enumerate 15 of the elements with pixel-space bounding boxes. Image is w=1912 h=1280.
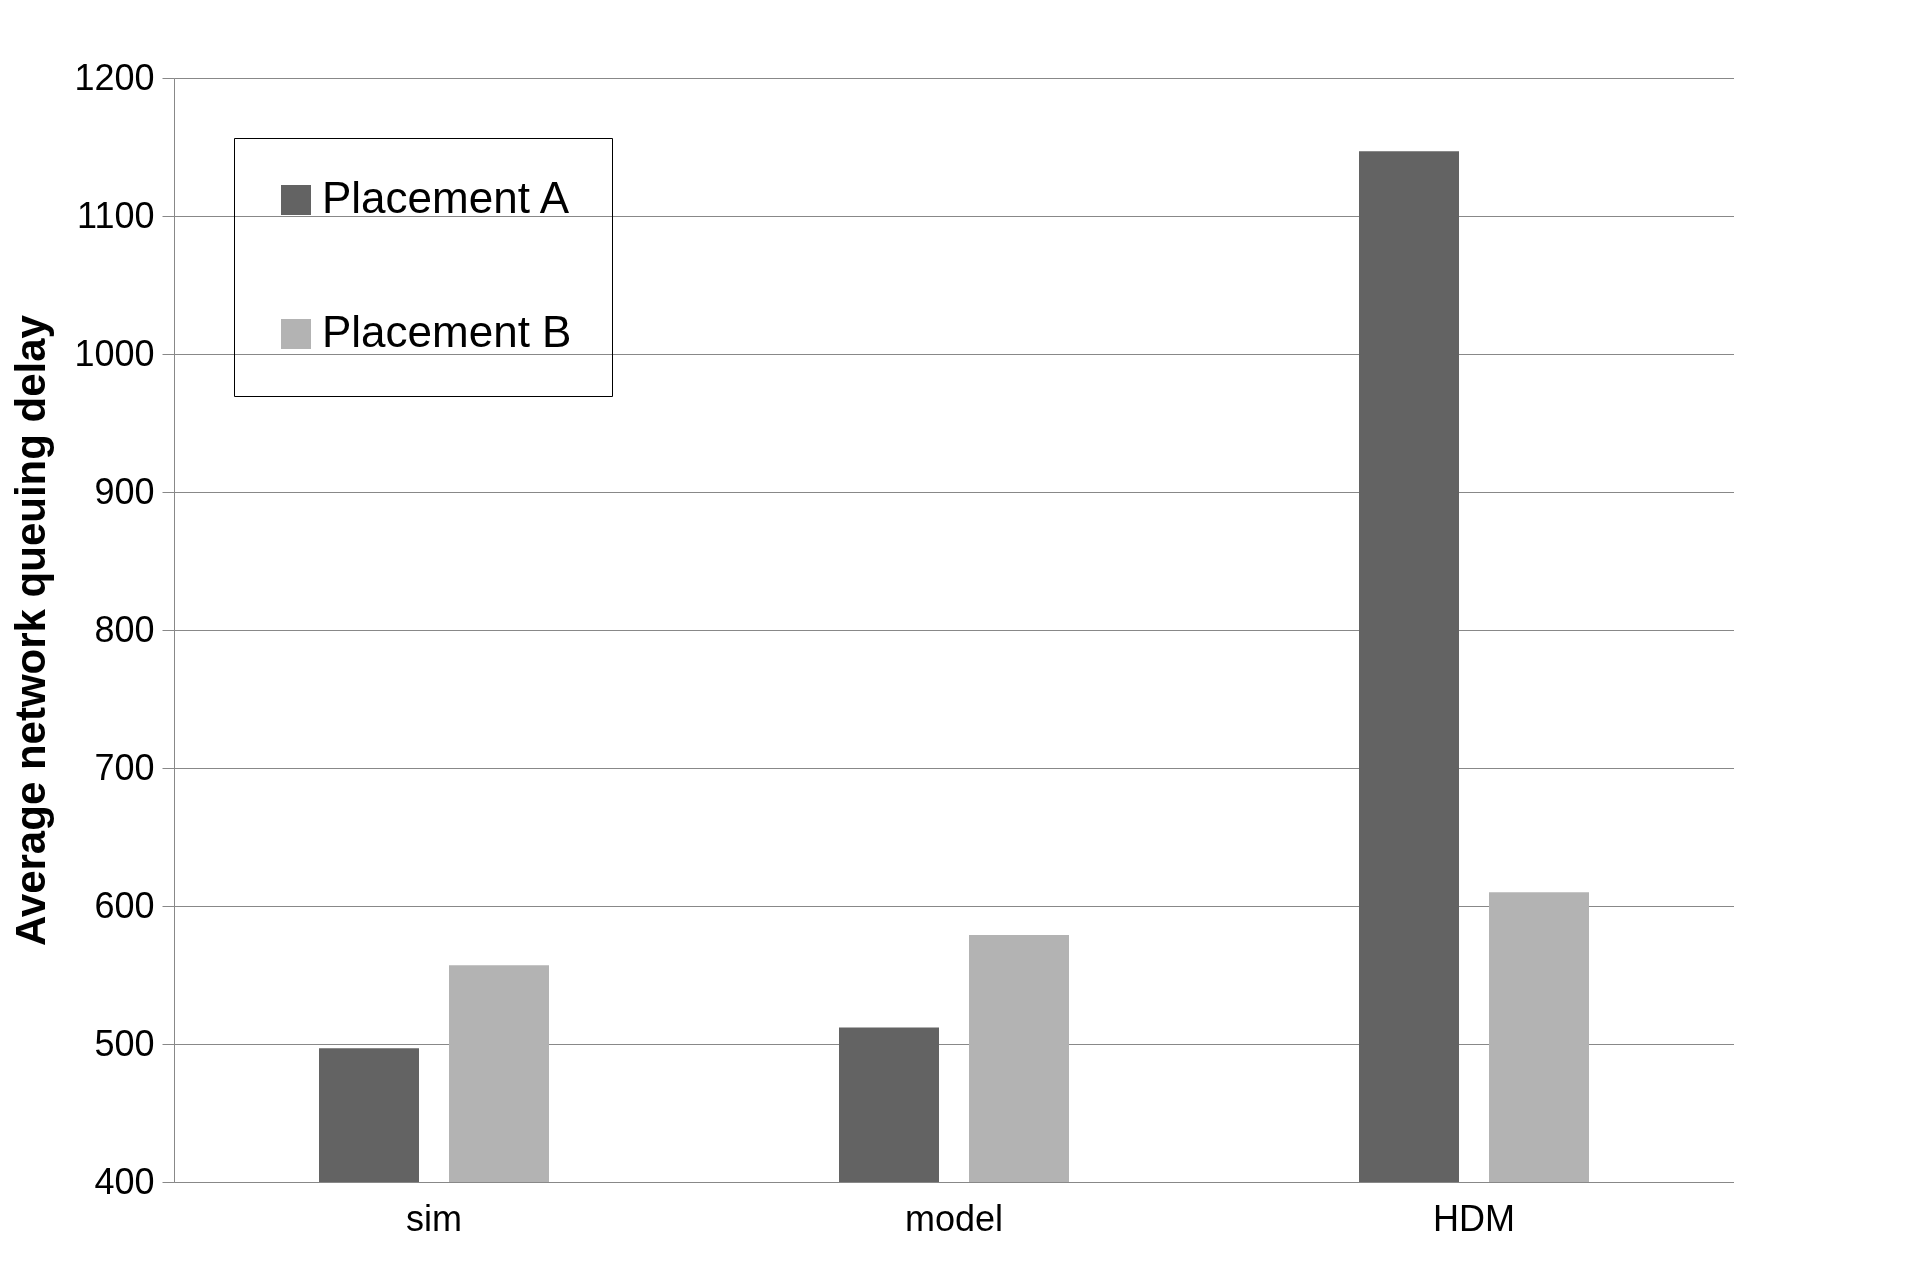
y-tick-label: 1100	[77, 194, 155, 236]
y-tick-label: 600	[94, 884, 155, 926]
x-tick-label: HDM	[1433, 1197, 1515, 1239]
y-tick-label: 700	[94, 746, 155, 788]
y-axis-title: Average network queuing delay	[7, 314, 55, 946]
x-tick-label: sim	[406, 1197, 462, 1239]
y-tick-label: 500	[94, 1022, 155, 1064]
legend-label: Placement B	[322, 307, 572, 356]
y-tick-label: 900	[94, 470, 155, 512]
x-tick-label: model	[904, 1197, 1004, 1239]
y-tick-label: 1200	[74, 56, 155, 98]
y-tick-label: 400	[94, 1160, 155, 1202]
y-tick-label: 1000	[74, 332, 155, 374]
legend-label: Placement A	[322, 173, 570, 222]
y-tick-label: 800	[94, 608, 155, 650]
